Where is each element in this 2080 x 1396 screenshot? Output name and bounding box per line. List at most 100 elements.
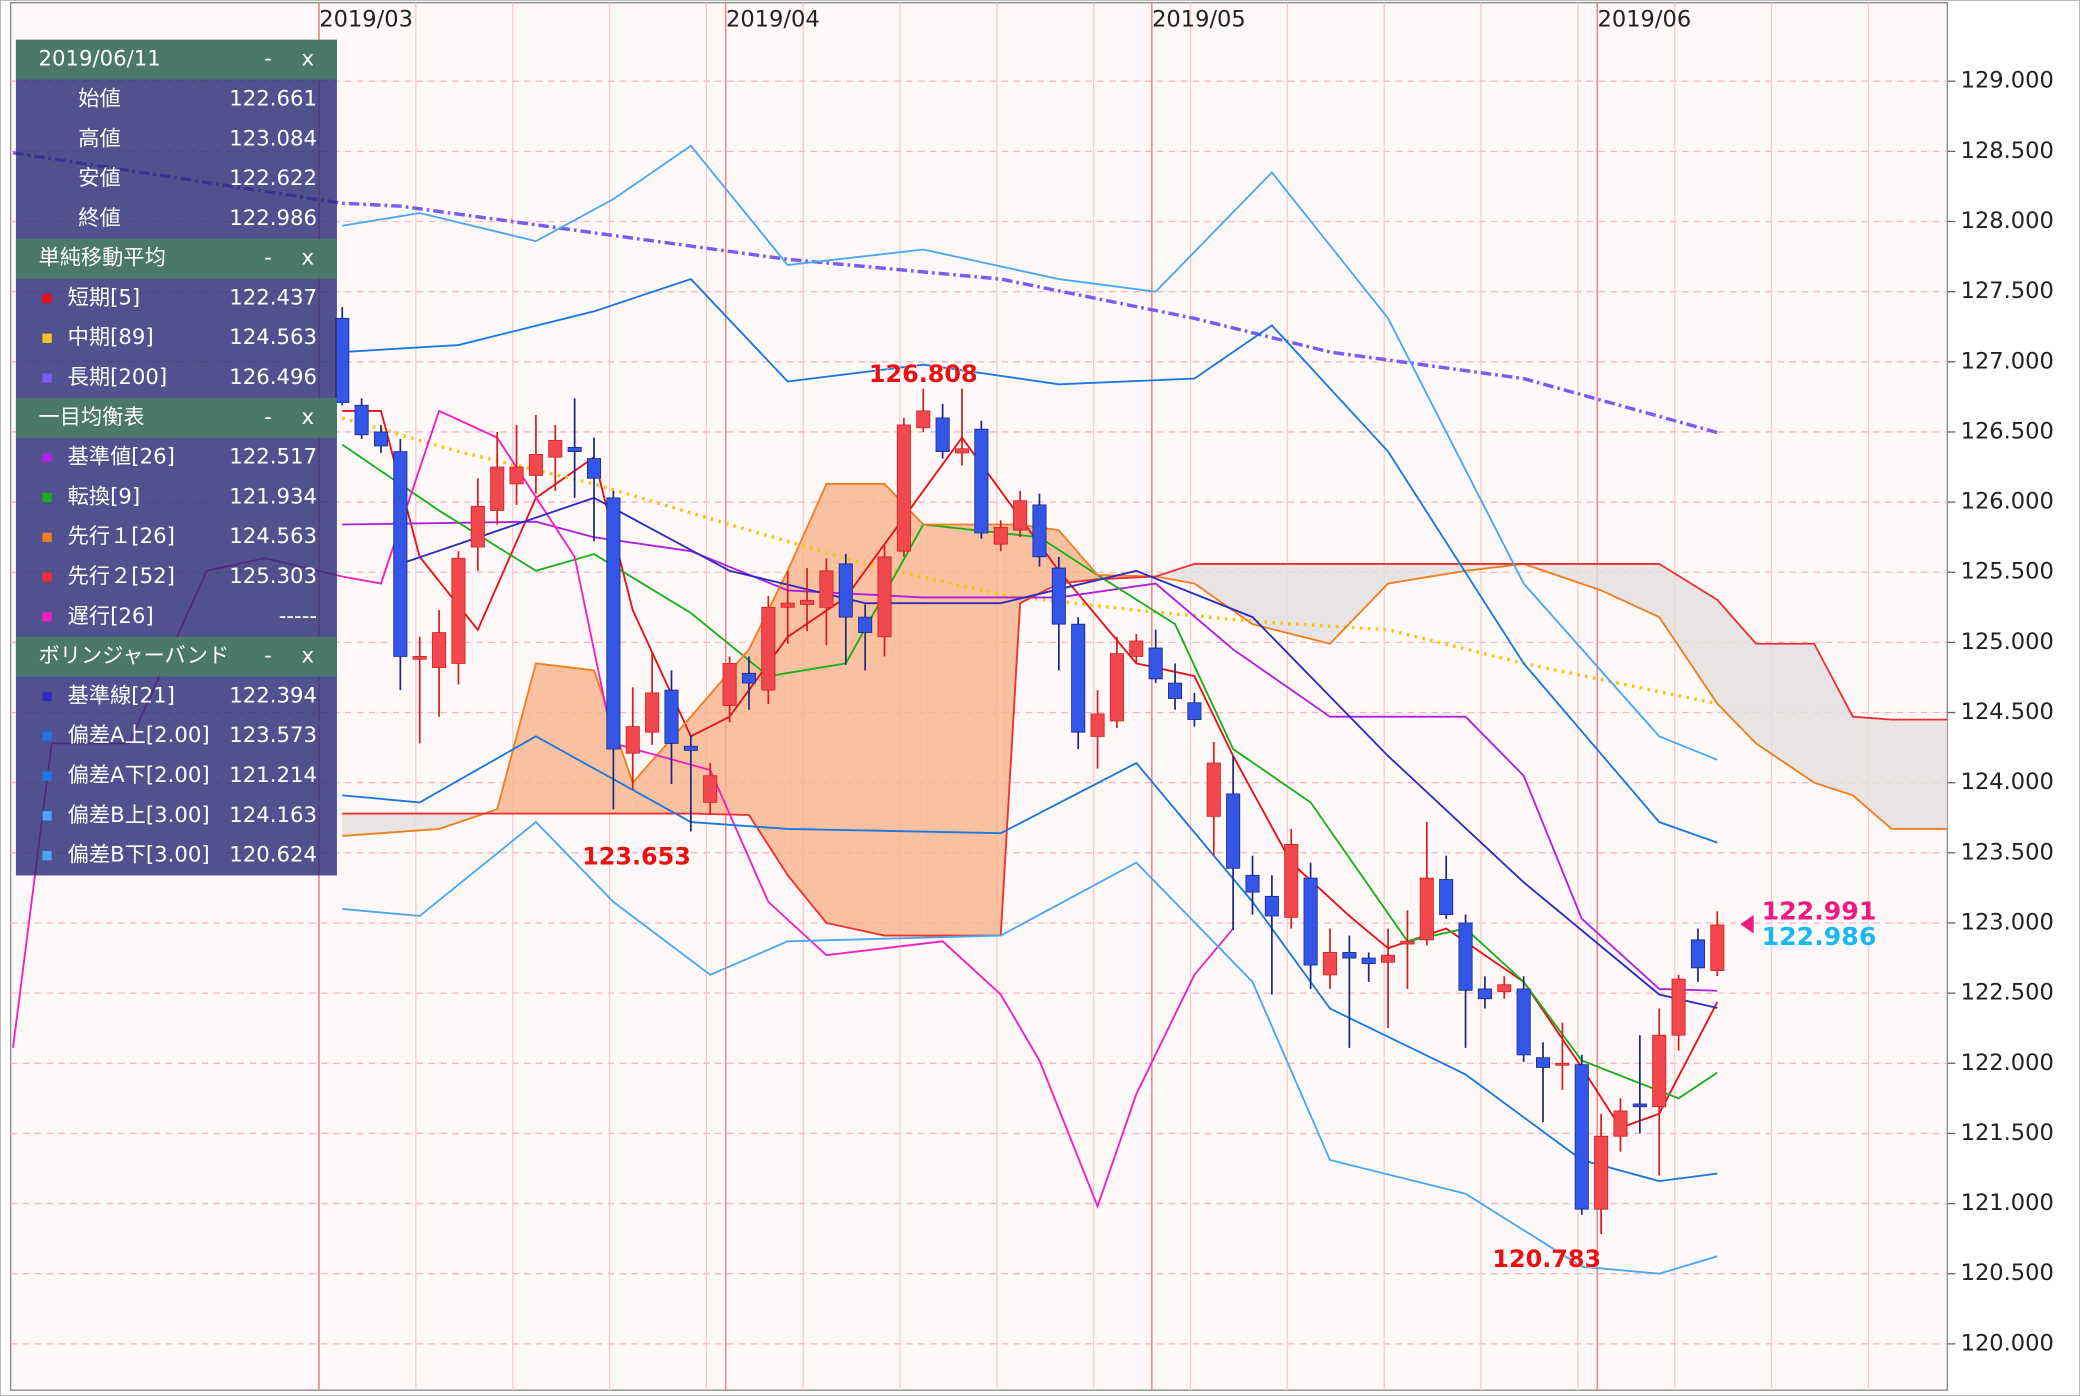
panel-header	[15, 636, 337, 677]
legend-name: 基準値[26]	[68, 445, 175, 470]
indicator-line	[12, 151, 1718, 435]
candle-body	[1129, 640, 1144, 657]
legend-name: 基準線[21]	[68, 683, 175, 708]
candle-body	[1284, 844, 1299, 918]
indicator-line	[342, 144, 1718, 761]
legend-name: 偏差B下[3.00]	[68, 843, 210, 868]
cloud	[1601, 563, 1660, 618]
x-tick-label: 2019/03	[319, 6, 413, 32]
candle-body	[412, 656, 427, 660]
legend-name: 先行２[52]	[68, 564, 175, 589]
candle-body	[838, 563, 853, 618]
y-tick-label: 123.000	[1961, 909, 2054, 935]
candle-body	[1710, 924, 1725, 971]
panel-header-title: 2019/06/11	[38, 47, 160, 72]
candle-body	[664, 689, 679, 744]
legend-panel: 2019/06/11 - x 始値 122.661 高値 123.084 安値 122.622 終…	[15, 39, 337, 876]
candle-body	[896, 424, 911, 552]
panel-header-title: 単純移動平均	[38, 246, 165, 271]
candle-body	[373, 431, 389, 447]
candle-body	[586, 458, 602, 479]
cloud	[787, 483, 827, 923]
candle-body	[1516, 988, 1531, 1056]
x-tick-label: 2019/05	[1152, 6, 1246, 32]
y-tick-label: 121.500	[1961, 1120, 2054, 1146]
candle-body	[1574, 1064, 1589, 1210]
candle-body	[354, 404, 369, 436]
panel-header-title: ボリンジャーバンド	[38, 644, 229, 669]
price-label: 122.991	[1762, 896, 1877, 925]
price-marker	[1740, 914, 1754, 934]
ohlc-value: 123.084	[229, 126, 317, 151]
candle-body	[819, 570, 834, 608]
candle-body	[1535, 1057, 1551, 1068]
candle-body	[1168, 682, 1183, 699]
candle-body	[761, 606, 776, 691]
panel-control[interactable]: -	[264, 246, 272, 271]
cloud	[1194, 563, 1253, 625]
cloud	[748, 570, 788, 876]
candle-body	[432, 632, 447, 669]
y-tick-label: 124.000	[1961, 769, 2054, 795]
candle-body	[1671, 978, 1686, 1036]
candle-body	[1458, 922, 1473, 991]
candle-body	[877, 556, 892, 638]
candle-body	[1264, 895, 1279, 917]
legend-name: 短期[5]	[68, 285, 141, 310]
ohlc-label: 高値	[78, 126, 120, 151]
candle-body	[1303, 877, 1318, 966]
panel-header-title: 一目均衡表	[38, 405, 144, 430]
candle-body	[1477, 988, 1492, 1000]
legend-value: 126.496	[229, 365, 317, 390]
candle-body	[916, 410, 931, 429]
legend-name: 偏差A上[2.00]	[68, 723, 210, 748]
cloud	[1000, 524, 1021, 936]
candle-body	[1652, 1034, 1667, 1108]
legend-name: 転換[9]	[68, 484, 141, 509]
price-annotation: 120.783	[1492, 1245, 1601, 1273]
indicator-line	[342, 278, 1718, 844]
candle-body	[1187, 702, 1202, 720]
legend-name: 偏差A下[2.00]	[68, 763, 210, 788]
y-tick-label: 124.500	[1961, 699, 2054, 725]
cloud	[1058, 530, 1098, 584]
candle-body	[1419, 877, 1434, 941]
panel-control[interactable]: x	[301, 644, 314, 669]
candle-body	[1109, 653, 1124, 722]
candle-body	[1613, 1110, 1628, 1137]
panel-header	[15, 238, 337, 279]
candle-body	[780, 602, 795, 608]
ohlc-label: 安値	[78, 166, 120, 191]
y-tick-label: 125.000	[1961, 629, 2054, 655]
y-tick-label: 127.500	[1961, 278, 2054, 304]
candle-body	[470, 505, 485, 548]
legend-value: 124.563	[229, 325, 317, 350]
legend-value: 125.303	[229, 564, 317, 589]
legend-swatch	[42, 731, 52, 741]
panel-control[interactable]: x	[301, 47, 314, 72]
candle-body	[645, 692, 660, 733]
y-tick-label: 123.500	[1961, 839, 2054, 865]
y-tick-label: 125.500	[1961, 559, 2054, 585]
panel-control[interactable]: x	[301, 405, 314, 430]
y-tick-label: 126.000	[1961, 489, 2054, 515]
cloud	[1659, 563, 1718, 704]
axis: 120.000 120.500 121.000 121.500 122.000 122.5…	[319, 6, 2054, 1356]
cloud	[1465, 563, 1524, 571]
panel-control[interactable]: -	[264, 644, 272, 669]
legend-swatch	[42, 811, 52, 821]
candle-body	[954, 448, 970, 454]
price-annotation: 123.653	[582, 842, 691, 870]
x-tick-label: 2019/06	[1598, 6, 1692, 32]
cloud	[923, 524, 1001, 936]
candle-body	[451, 557, 466, 664]
legend-name: 偏差B上[3.00]	[68, 803, 210, 828]
panel-control[interactable]: x	[301, 246, 314, 271]
candle-body	[1555, 1062, 1570, 1066]
panel-control[interactable]: -	[264, 47, 272, 72]
panel-control[interactable]: -	[264, 405, 272, 430]
candle-body	[1322, 952, 1338, 976]
legend-value: 122.517	[229, 445, 317, 470]
cloud	[1717, 599, 1757, 744]
